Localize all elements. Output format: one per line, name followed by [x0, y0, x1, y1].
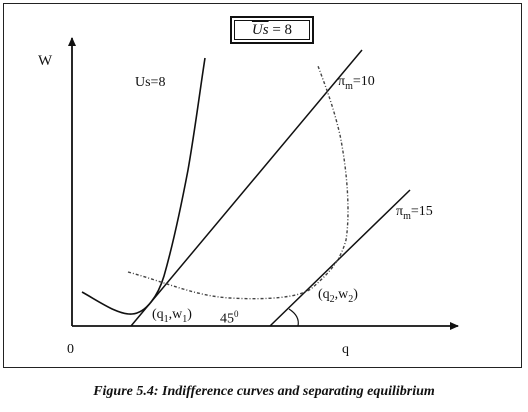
y-axis-label: W — [38, 53, 53, 69]
us-curve-label: Us=8 — [135, 75, 166, 90]
pi-m-15-line — [269, 189, 411, 327]
point-q2-w2-label: (q2,w2) — [318, 288, 358, 305]
pi-m-10-symbol: π — [338, 74, 346, 89]
point2-sub-w: 2 — [348, 293, 354, 305]
pi-m-10-line — [130, 49, 363, 327]
us-indifference-curve — [81, 57, 206, 315]
point2-sub-q: 2 — [329, 293, 335, 305]
point1-open: (q — [152, 307, 164, 322]
angle-value: 45 — [220, 311, 234, 327]
pi-m-15-value: =15 — [410, 204, 433, 219]
pi-m-10-label: πm=10 — [338, 75, 375, 92]
boxed-equation: Us = 8 — [230, 16, 314, 44]
figure-caption: Figure 5.4: Indifference curves and sepa… — [93, 384, 435, 399]
pi-m-15-label: πm=15 — [396, 205, 433, 222]
origin-label: 0 — [67, 342, 74, 357]
angle-label: 450 — [220, 310, 239, 327]
pi-m-15-symbol: π — [396, 204, 404, 219]
point-q1-w1-label: (q1,w1) — [152, 308, 192, 325]
boxed-equation-symbol: Us — [251, 21, 269, 38]
point2-close: ) — [353, 287, 358, 302]
angle-degree: 0 — [234, 309, 239, 319]
point2-open: (q — [318, 287, 330, 302]
angle-arc — [288, 308, 299, 327]
pi-m-10-value: =10 — [352, 74, 375, 89]
point2-mid: ,w — [334, 287, 349, 302]
point1-mid: ,w — [168, 307, 183, 322]
point1-sub-q: 1 — [163, 313, 169, 325]
point1-sub-w: 1 — [182, 313, 188, 325]
boxed-equation-inner: Us = 8 — [234, 20, 310, 40]
pi-m-15-subscript: m — [403, 210, 411, 222]
x-axis-label: q — [342, 342, 349, 357]
boxed-equation-value: = 8 — [268, 21, 293, 38]
dotted-separating-curve — [127, 65, 349, 300]
figure-frame — [3, 3, 522, 368]
pi-m-10-subscript: m — [345, 80, 353, 92]
point1-close: ) — [187, 307, 192, 322]
